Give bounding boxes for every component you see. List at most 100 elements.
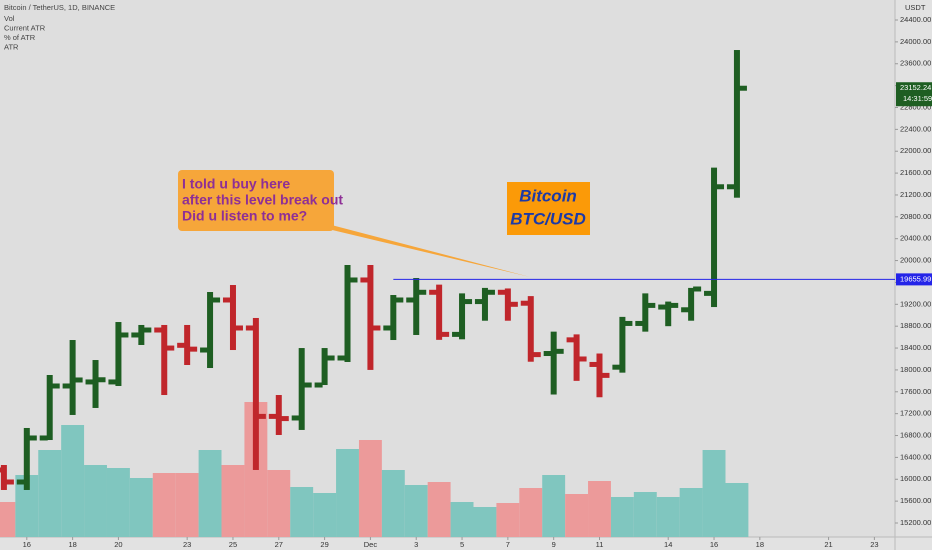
volume-bar — [290, 487, 314, 537]
x-tick-label: 23 — [870, 540, 878, 549]
callout-text: after this level break out — [182, 192, 343, 208]
bar-range — [115, 322, 122, 386]
volume-bar — [633, 492, 657, 537]
bar-open — [635, 320, 644, 326]
bar-open — [39, 435, 48, 441]
bar-open — [131, 332, 140, 338]
bar-range — [184, 324, 191, 365]
volume-bar — [152, 473, 176, 537]
bar-range — [711, 167, 718, 308]
y-tick-label: 17600.00 — [900, 387, 931, 396]
y-tick-label: 23600.00 — [900, 59, 931, 68]
bar-open — [452, 331, 461, 337]
bar-range — [367, 265, 374, 370]
ohlc-bar — [429, 284, 450, 340]
y-tick-label: 24400.00 — [900, 15, 931, 24]
last-price-box — [896, 82, 932, 107]
volume-bar — [61, 425, 85, 537]
bar-close — [303, 382, 312, 388]
bar-open — [62, 383, 71, 389]
bar-open — [726, 184, 735, 190]
bar-range — [436, 284, 443, 340]
bar-open — [314, 382, 323, 388]
ohlc-bar — [200, 292, 221, 369]
x-tick-label: 11 — [596, 540, 604, 549]
bar-range — [92, 360, 99, 408]
volume-bar — [267, 470, 291, 537]
bar-close — [716, 184, 725, 190]
bar-open — [16, 479, 25, 485]
ohlc-bar — [0, 464, 14, 490]
x-tick-label: 3 — [414, 540, 418, 549]
ohlc-bar — [612, 316, 633, 373]
volume-bar — [313, 493, 337, 537]
ohlc-bar — [681, 286, 702, 321]
y-tick-label: 22800.00 — [900, 102, 931, 111]
level-price-label: 19655.99 — [900, 274, 931, 283]
ohlc-bar — [222, 285, 243, 351]
bar-range — [688, 287, 695, 321]
bar-range — [596, 353, 603, 398]
ohlc-bar — [314, 348, 335, 388]
bar-range — [733, 50, 740, 198]
volume-bar — [198, 450, 222, 537]
bar-range — [229, 285, 236, 351]
y-tick-label: 20000.00 — [900, 256, 931, 265]
volume-bar — [336, 449, 359, 537]
bar-range — [573, 334, 580, 381]
bar-close — [738, 85, 747, 91]
ohlc-bar — [337, 265, 358, 362]
bar-range — [161, 324, 168, 396]
volume-bar — [473, 507, 497, 537]
y-tick-label: 18400.00 — [900, 343, 931, 352]
bar-range — [481, 287, 488, 321]
label-box-text: BTC/USD — [510, 209, 586, 228]
y-tick-label: 16400.00 — [900, 452, 931, 461]
volume-bar — [358, 440, 382, 537]
ohlc-bar — [704, 167, 725, 308]
ohlc-bar — [291, 348, 312, 430]
ohlc-bar — [520, 296, 541, 362]
y-tick-label: 15600.00 — [900, 496, 931, 505]
bar-range — [619, 316, 626, 373]
ohlc-bar — [474, 287, 495, 321]
bar-close — [670, 302, 679, 308]
ohlc-bar — [245, 317, 266, 470]
ohlc-bar — [268, 395, 289, 435]
y-tick-label: 20400.00 — [900, 234, 931, 243]
y-tick-label: 21200.00 — [900, 190, 931, 199]
bar-range — [413, 278, 420, 335]
legend-line: ATR — [4, 42, 19, 51]
y-tick-label: 17200.00 — [900, 409, 931, 418]
bar-range — [390, 295, 397, 341]
bar-range — [344, 265, 351, 362]
bar-close — [51, 383, 60, 389]
ohlc-bar — [406, 278, 427, 335]
volume-bar — [38, 450, 62, 537]
bar-close — [166, 345, 175, 351]
bar-range — [275, 395, 282, 435]
y-tick-label: 22000.00 — [900, 146, 931, 155]
bar-close — [326, 355, 335, 361]
bar-range — [642, 293, 649, 332]
countdown-label: 14:31:59 — [903, 94, 932, 103]
x-tick-label: 16 — [23, 540, 31, 549]
bar-range — [69, 340, 76, 415]
volume-bar — [588, 481, 611, 537]
bar-close — [257, 413, 266, 419]
label-box — [507, 182, 590, 235]
ohlc-bar — [726, 50, 747, 198]
volume-bar — [542, 475, 566, 537]
ohlc-bar — [85, 360, 106, 408]
x-tick-label: 16 — [710, 540, 718, 549]
volume-bar — [0, 502, 16, 537]
ohlc-bar — [658, 301, 679, 327]
volume-bar — [679, 488, 703, 537]
bar-close — [395, 297, 404, 303]
bar-close — [212, 297, 221, 303]
x-tick-label: 29 — [320, 540, 328, 549]
bar-close — [464, 299, 473, 305]
bar-open — [474, 299, 483, 305]
bar-open — [589, 361, 598, 367]
